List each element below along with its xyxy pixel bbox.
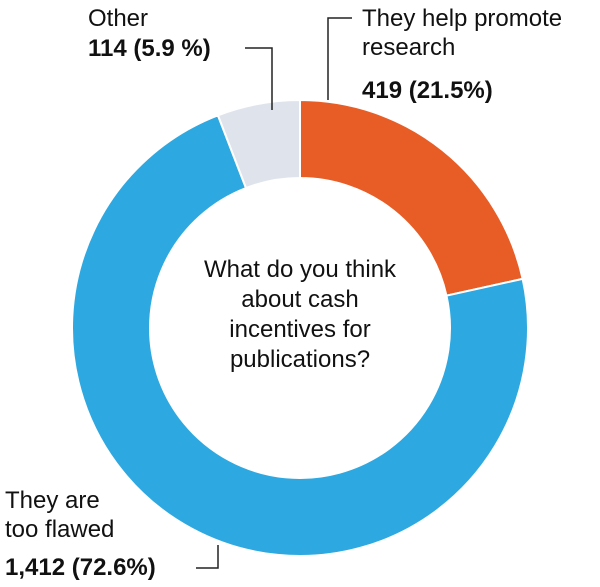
- donut-slice: [216, 98, 301, 190]
- leader-line: [196, 545, 219, 569]
- value-label: 114 (5.9 %): [88, 35, 211, 62]
- value-label: 419 (21.5%): [362, 77, 493, 104]
- leader-line: [327, 17, 352, 100]
- donut-slice: [299, 98, 524, 297]
- value-label: 1,412 (72.6%): [5, 554, 156, 581]
- category-label: They are too flawed: [5, 487, 115, 543]
- chart-title: What do you think about cash incentives …: [203, 256, 397, 373]
- leader-line: [245, 47, 273, 110]
- category-label: They help promote research: [362, 5, 563, 61]
- category-label: Other: [88, 5, 149, 32]
- donut-slice: [71, 113, 529, 557]
